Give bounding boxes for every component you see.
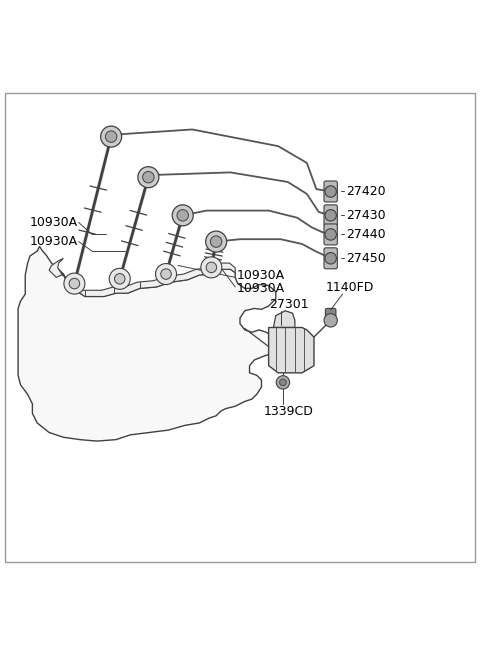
Circle shape	[115, 274, 125, 284]
Polygon shape	[269, 328, 314, 373]
Circle shape	[206, 262, 216, 272]
Circle shape	[325, 253, 336, 264]
Circle shape	[156, 263, 177, 284]
FancyBboxPatch shape	[324, 205, 337, 226]
FancyBboxPatch shape	[324, 181, 337, 202]
Text: 27430: 27430	[346, 209, 385, 222]
Text: 10930A: 10930A	[30, 216, 78, 229]
Text: 1140FD: 1140FD	[326, 282, 374, 294]
FancyBboxPatch shape	[324, 224, 337, 245]
Polygon shape	[18, 246, 276, 441]
Text: 27440: 27440	[346, 228, 385, 241]
Polygon shape	[274, 310, 295, 328]
Text: 10930A: 10930A	[30, 235, 78, 248]
Circle shape	[109, 269, 130, 290]
Circle shape	[325, 186, 336, 197]
Circle shape	[324, 314, 337, 327]
Text: 10930A: 10930A	[236, 269, 284, 282]
Circle shape	[161, 269, 171, 279]
Circle shape	[177, 210, 189, 221]
FancyBboxPatch shape	[324, 248, 337, 269]
Circle shape	[138, 166, 159, 188]
Circle shape	[101, 126, 121, 147]
Text: 27301: 27301	[269, 298, 308, 311]
Text: 27450: 27450	[346, 252, 386, 265]
Polygon shape	[49, 258, 235, 297]
Circle shape	[143, 172, 154, 183]
Circle shape	[325, 229, 336, 240]
Circle shape	[172, 205, 193, 226]
Circle shape	[276, 376, 289, 389]
Circle shape	[210, 236, 222, 248]
Circle shape	[205, 231, 227, 252]
Circle shape	[69, 278, 80, 289]
Circle shape	[280, 379, 286, 386]
FancyBboxPatch shape	[325, 309, 336, 319]
Circle shape	[64, 273, 85, 294]
Text: 27420: 27420	[346, 185, 385, 198]
Circle shape	[325, 210, 336, 221]
Text: 10930A: 10930A	[236, 282, 284, 295]
Circle shape	[106, 131, 117, 142]
Text: 1339CD: 1339CD	[264, 405, 314, 417]
Circle shape	[201, 257, 222, 278]
